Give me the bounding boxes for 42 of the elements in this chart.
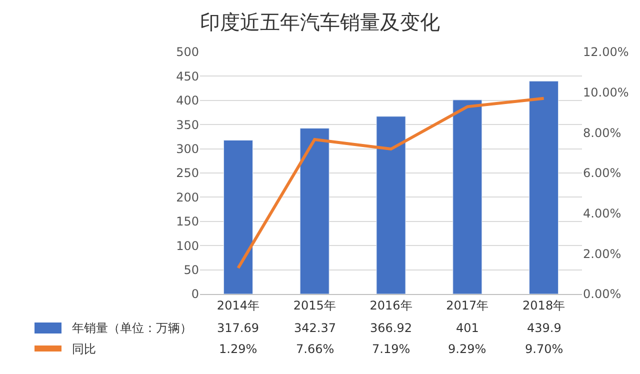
x-tick-label: 2018年 (522, 298, 566, 312)
y-tick-label: 300 (176, 142, 199, 156)
y-tick-label: 350 (176, 118, 199, 132)
legend-label: 同比 (72, 342, 96, 356)
data-label: 366.92 (370, 321, 412, 335)
y-tick-label: 450 (176, 69, 199, 84)
y2-tick-label: 12.00% (583, 45, 629, 60)
data-label: 9.29% (448, 342, 486, 356)
data-label: 1.29% (219, 342, 258, 356)
y-tick-label: 250 (176, 166, 199, 180)
y2-tick-label: 2.00% (583, 246, 622, 261)
x-tick-label: 2016年 (370, 298, 412, 312)
y2-tick-label: 6.00% (583, 166, 622, 180)
data-label: 401 (456, 321, 479, 335)
y-tick-label: 100 (176, 238, 199, 253)
data-label: 342.37 (294, 321, 336, 335)
x-tick-label: 2017年 (446, 298, 489, 312)
data-label: 9.70% (525, 342, 564, 356)
bar (223, 140, 253, 294)
bar (376, 116, 406, 294)
bar (452, 100, 482, 294)
data-label: 7.19% (372, 342, 410, 356)
y-tick-label: 150 (176, 214, 199, 229)
line-series (236, 96, 546, 270)
y-tick-label: 500 (176, 45, 199, 60)
y2-tick-label: 8.00% (583, 126, 622, 140)
data-label: 317.69 (217, 321, 259, 335)
y-tick-label: 200 (176, 190, 199, 204)
y-tick-label: 50 (184, 263, 199, 277)
x-tick-label: 2014年 (216, 298, 260, 312)
y-tick-label: 400 (176, 94, 199, 108)
chart-title: 印度近五年汽车销量及变化 (200, 10, 440, 34)
data-label: 439.9 (527, 321, 562, 335)
y2-tick-label: 4.00% (583, 206, 622, 221)
y2-tick-label: 0.00% (583, 287, 622, 302)
legend-label: 年销量（单位：万辆） (72, 321, 192, 335)
x-tick-label: 2015年 (293, 298, 336, 312)
y-tick-label: 0 (191, 287, 199, 302)
bar (300, 128, 330, 294)
y2-tick-label: 10.00% (583, 86, 629, 100)
data-label: 7.66% (296, 342, 334, 356)
bar (529, 80, 559, 294)
